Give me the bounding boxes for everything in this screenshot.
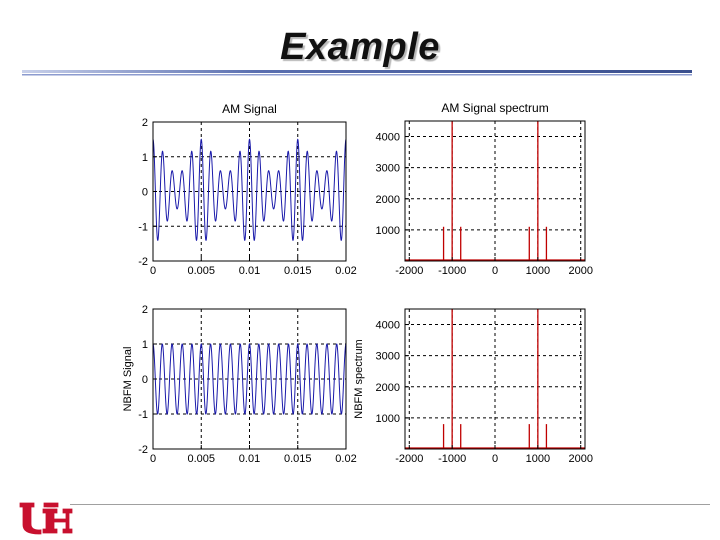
- y-tick-label: -2: [138, 256, 148, 268]
- chart-title: AM Signal spectrum: [441, 101, 548, 115]
- x-tick-label: 0: [492, 265, 498, 277]
- y-tick-label: -1: [138, 409, 148, 421]
- x-tick-label: 0.02: [335, 453, 356, 465]
- x-tick-label: 0.005: [187, 265, 215, 277]
- x-tick-label: 1000: [526, 265, 550, 277]
- title-rule: [22, 70, 692, 76]
- slide-title: Example: [280, 26, 440, 68]
- x-tick-label: -1000: [438, 265, 466, 277]
- y-tick-label: 2: [142, 117, 148, 129]
- y-tick-label: 1000: [376, 413, 400, 425]
- chart-title: AM Signal: [222, 102, 277, 116]
- y-axis-label: NBFM spectrum: [353, 339, 365, 418]
- x-tick-label: -2000: [395, 453, 423, 465]
- signal-line: [152, 138, 347, 241]
- x-tick-label: 0.01: [239, 453, 260, 465]
- y-tick-label: 2: [142, 304, 148, 316]
- y-tick-label: 1: [142, 152, 148, 164]
- y-tick-label: 1: [142, 339, 148, 351]
- x-tick-label: -1000: [438, 453, 466, 465]
- x-tick-label: 0: [492, 453, 498, 465]
- y-tick-label: -2: [138, 444, 148, 456]
- x-tick-label: 2000: [568, 453, 592, 465]
- x-tick-label: 0.02: [335, 265, 356, 277]
- y-tick-label: -1: [138, 221, 148, 233]
- y-axis-label: NBFM Signal: [122, 347, 134, 412]
- y-tick-label: 3000: [376, 163, 400, 175]
- x-tick-label: 0: [150, 265, 156, 277]
- x-tick-label: 0.015: [284, 265, 312, 277]
- y-tick-label: 4000: [376, 132, 400, 144]
- x-tick-label: 0: [150, 453, 156, 465]
- y-tick-label: 2000: [376, 194, 400, 206]
- x-tick-label: 0.015: [284, 453, 312, 465]
- uh-logo-icon: [18, 501, 74, 536]
- y-tick-label: 4000: [376, 320, 400, 332]
- footer-rule: [70, 504, 710, 505]
- y-tick-label: 1000: [376, 225, 400, 237]
- x-tick-label: 0.01: [239, 265, 260, 277]
- y-tick-label: 2000: [376, 382, 400, 394]
- x-tick-label: 1000: [526, 453, 550, 465]
- y-tick-label: 0: [142, 374, 148, 386]
- y-tick-label: 0: [142, 187, 148, 199]
- x-tick-label: -2000: [395, 265, 423, 277]
- y-tick-label: 3000: [376, 351, 400, 363]
- x-tick-label: 0.005: [187, 453, 215, 465]
- signal-line: [152, 343, 347, 415]
- x-tick-label: 2000: [568, 265, 592, 277]
